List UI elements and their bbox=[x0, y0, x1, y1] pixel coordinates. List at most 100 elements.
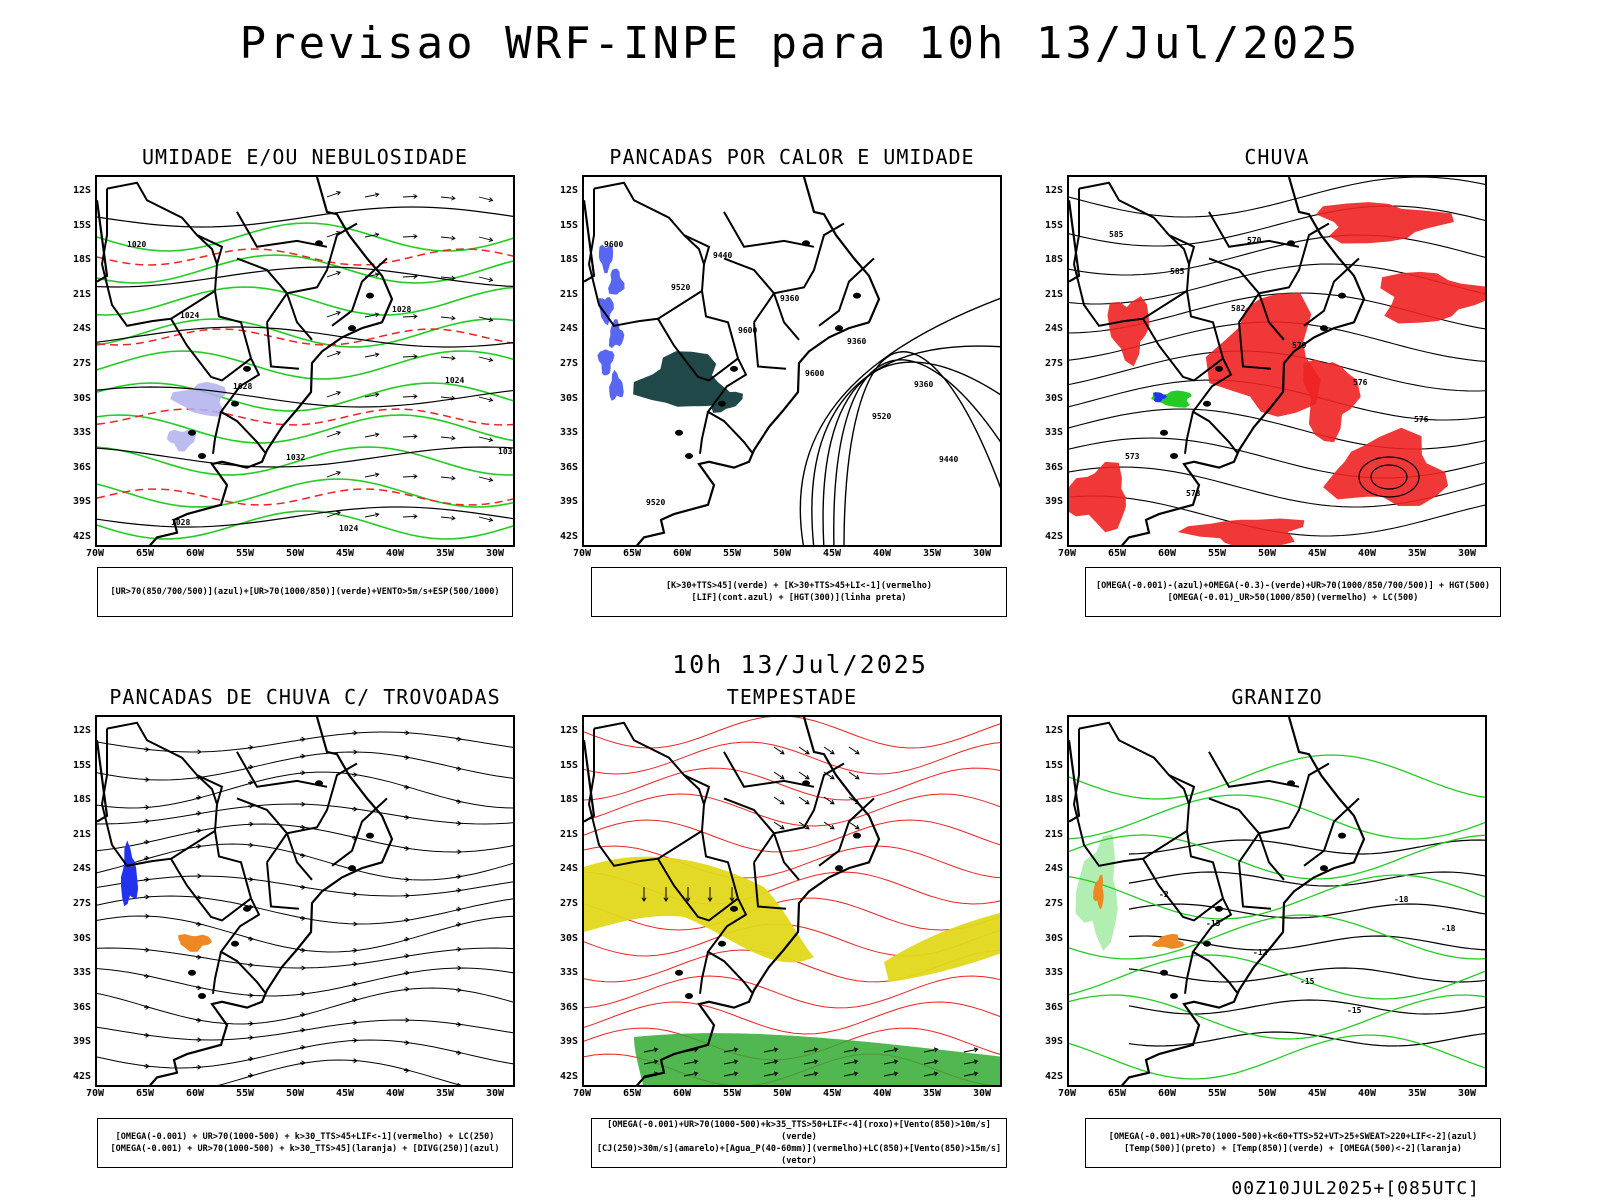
wind-vector-head bbox=[457, 1022, 462, 1028]
wind-vector-head bbox=[249, 936, 254, 942]
wind-vector bbox=[440, 356, 455, 359]
wind-vector-head bbox=[145, 818, 150, 824]
lon-tick-label: 50W bbox=[772, 548, 792, 559]
wind-vector bbox=[773, 746, 785, 755]
wind-vector bbox=[478, 476, 493, 481]
border-line bbox=[656, 290, 739, 382]
temp850-contour bbox=[1069, 994, 1485, 1040]
streamline bbox=[97, 1039, 513, 1069]
wind-vector bbox=[478, 356, 493, 361]
wind-vector-head bbox=[145, 947, 150, 953]
lake bbox=[802, 240, 810, 247]
lat-tick-label: 36S bbox=[72, 1001, 91, 1013]
lon-tick-label: 40W bbox=[872, 548, 892, 559]
lon-tick-label: 55W bbox=[1207, 1088, 1227, 1099]
border-line bbox=[753, 762, 845, 863]
lon-tick-label: 45W bbox=[335, 1088, 355, 1099]
lon-tick-label: 50W bbox=[285, 1088, 305, 1099]
wind-vector-head bbox=[413, 434, 418, 439]
streamline bbox=[97, 731, 513, 753]
wind-vector bbox=[763, 1060, 778, 1065]
temp850-contour bbox=[1069, 754, 1485, 800]
wind-vector-head bbox=[374, 392, 380, 398]
streamline bbox=[97, 803, 513, 825]
wind-vector-head bbox=[353, 806, 358, 812]
instability-area bbox=[633, 351, 732, 407]
lat-tick-label: 15S bbox=[559, 219, 578, 231]
wind-vector-head bbox=[336, 510, 341, 516]
rain-area bbox=[1380, 271, 1485, 324]
wind-vector-head bbox=[813, 1071, 819, 1077]
thunderstorm-area bbox=[178, 934, 212, 952]
wind-vector bbox=[773, 796, 785, 805]
wind-vector-head bbox=[374, 192, 380, 198]
border-line bbox=[1238, 862, 1272, 910]
wind-vector bbox=[478, 436, 493, 441]
wind-vector-head bbox=[249, 962, 254, 968]
lon-tick-label: 70W bbox=[572, 1088, 592, 1099]
wind-vector bbox=[440, 276, 455, 279]
lon-tick-label: 60W bbox=[1157, 548, 1177, 559]
lake bbox=[685, 453, 693, 459]
lon-tick-label: 40W bbox=[385, 548, 405, 559]
wind-vector-head bbox=[353, 730, 358, 736]
lat-tick-label: 21S bbox=[72, 828, 91, 840]
rain-area bbox=[1069, 461, 1126, 533]
map-chuva: 585 585 582 579 576 576 573 573 570 bbox=[1067, 175, 1487, 547]
lat-tick-label: 30S bbox=[559, 392, 578, 404]
contour-label: 1028 bbox=[392, 305, 411, 314]
lake bbox=[685, 993, 693, 999]
streamline-850 bbox=[584, 717, 1000, 749]
wind-vector-head bbox=[353, 772, 358, 778]
border-line bbox=[1184, 951, 1194, 994]
lat-tick-label: 39S bbox=[559, 496, 578, 508]
panel-title-granizo: GRANIZO bbox=[1231, 685, 1323, 709]
lat-tick-label: 27S bbox=[559, 898, 578, 909]
coastline-west bbox=[1069, 200, 1081, 283]
lon-tick-label: 55W bbox=[722, 548, 742, 559]
wind-vector bbox=[326, 311, 341, 318]
height-contour bbox=[799, 297, 1000, 545]
wind-vector-head bbox=[488, 357, 494, 363]
lake bbox=[1287, 780, 1295, 787]
border-line bbox=[219, 357, 266, 454]
legend-line: [OMEGA(-0.001)+UR>70(1000-500)+k<60+TTS>… bbox=[1108, 1132, 1478, 1142]
wind-vector-head bbox=[301, 884, 306, 890]
lat-tick-label: 12S bbox=[72, 185, 91, 196]
lon-tick-label: 55W bbox=[235, 1088, 255, 1099]
lon-tick-label: 45W bbox=[822, 1088, 842, 1099]
border-line bbox=[593, 721, 739, 899]
lake bbox=[718, 940, 726, 947]
lat-tick-label: 18S bbox=[559, 794, 578, 806]
lat-tick-label: 12S bbox=[559, 185, 578, 196]
lat-tick-label: 42S bbox=[72, 531, 91, 542]
streamline bbox=[1069, 177, 1485, 218]
border-line bbox=[266, 762, 358, 863]
wind-vector-head bbox=[405, 784, 410, 790]
pressure-contour bbox=[97, 266, 513, 288]
humidity-contour bbox=[97, 446, 513, 476]
border-line bbox=[1168, 774, 1196, 805]
lake bbox=[675, 969, 683, 976]
border-line bbox=[266, 222, 358, 323]
lat-tick-label: 21S bbox=[1044, 288, 1063, 300]
map-granizo: -2 -15 -12 -15 -15 -18 -18 bbox=[1067, 715, 1487, 1087]
wind-vector-head bbox=[353, 921, 358, 927]
contour-label: 1024 bbox=[339, 524, 358, 533]
wind-vector bbox=[643, 1060, 658, 1065]
lat-tick-label: 39S bbox=[559, 1036, 578, 1048]
lon-tick-label: 65W bbox=[1107, 548, 1127, 559]
legend-line: [LIF](cont.azul) + [HGT(300)](linha pret… bbox=[691, 593, 907, 603]
map-canvas bbox=[584, 717, 1000, 1085]
border-line bbox=[212, 411, 222, 454]
wind-vector-head bbox=[451, 475, 456, 481]
lake bbox=[1320, 865, 1328, 872]
lat-tick-label: 24S bbox=[1044, 863, 1063, 875]
wind-vector-head bbox=[457, 887, 462, 893]
legend-line: [OMEGA(-0.001)-(azul)+OMEGA(-0.3)-(verde… bbox=[1095, 581, 1491, 591]
lake bbox=[1203, 400, 1211, 407]
streamline bbox=[97, 771, 513, 809]
wind-vector-head bbox=[854, 824, 860, 830]
lake bbox=[348, 865, 356, 872]
contour-label: -12 bbox=[1253, 948, 1268, 957]
